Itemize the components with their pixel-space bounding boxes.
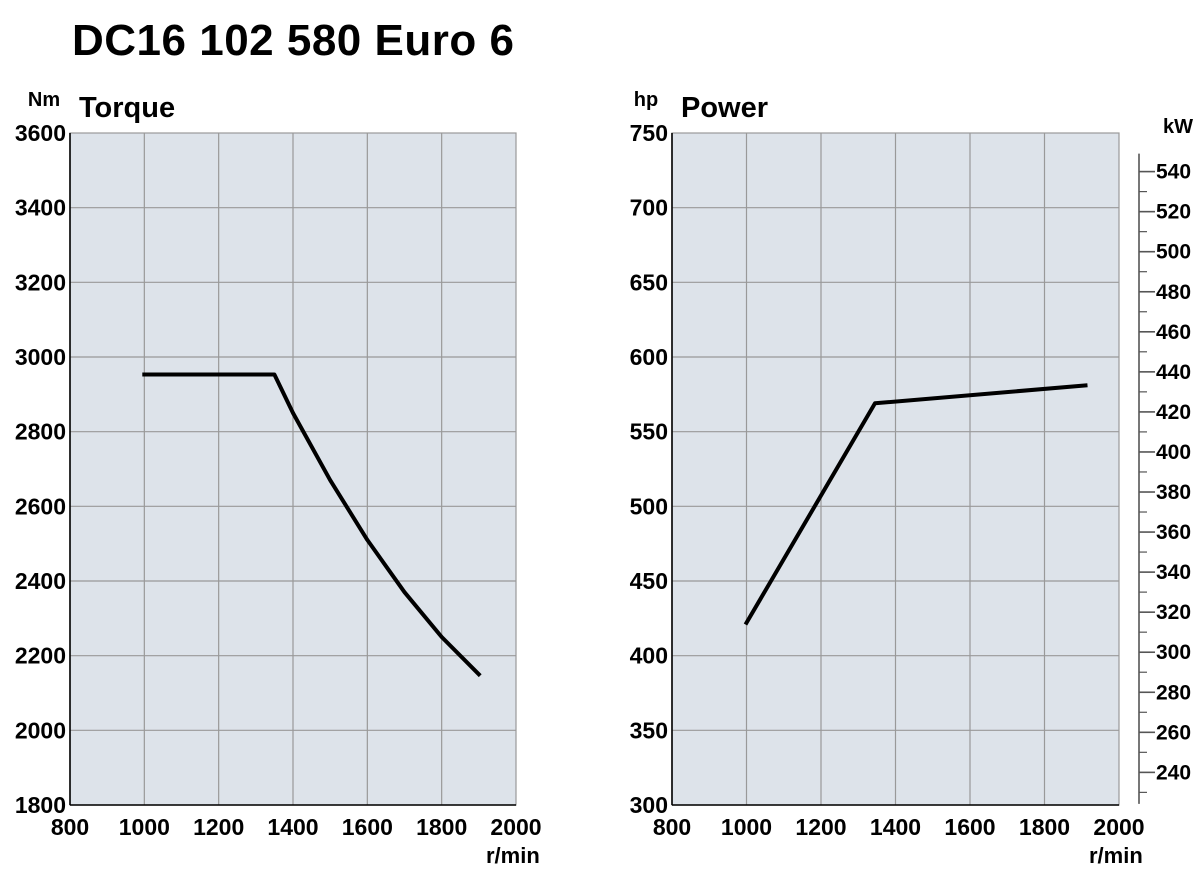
chart1-y-tick-label: 2400	[15, 568, 66, 594]
chart1-x-tick-label: 1600	[342, 814, 393, 840]
chart2-y2-tick-label: 360	[1156, 521, 1191, 544]
chart2-y-tick-label: 350	[630, 717, 668, 743]
chart2-y2-tick-label: 280	[1156, 681, 1191, 704]
chart2-x-tick-label: 1600	[944, 814, 995, 840]
chart2-y2-tick-label: 400	[1156, 441, 1191, 464]
chart1-y-tick-label: 2000	[15, 717, 66, 743]
chart2-y-tick-label: 750	[630, 120, 668, 146]
chart2-x-tick-label: 1000	[721, 814, 772, 840]
chart1-y-tick-label: 3600	[15, 120, 66, 146]
chart1-y-tick-label: 1800	[15, 792, 66, 818]
chart1-y-tick-label: 3200	[15, 269, 66, 295]
chart2-title: Power	[681, 92, 768, 124]
chart2-series-line-1	[743, 383, 1088, 626]
chart1-y-tick-label: 2600	[15, 493, 66, 519]
chart1-x-tick-label: 1800	[416, 814, 467, 840]
chart2-y-tick-label: 300	[630, 792, 668, 818]
chart1-title: Torque	[79, 92, 175, 124]
chart2-y2-tick-label: 540	[1156, 161, 1191, 184]
chart2-x-tick-label: 2000	[1093, 814, 1144, 840]
chart2-y2-tick-label: 480	[1156, 281, 1191, 304]
page-title: DC16 102 580 Euro 6	[72, 16, 515, 65]
chart1-series-line-1	[142, 372, 482, 678]
chart2-y2-tick-label: 500	[1156, 241, 1191, 264]
chart2-x-tick-label: 1400	[870, 814, 921, 840]
chart2-y-tick-label: 550	[630, 419, 668, 445]
chart2-y2-axis-label: kW	[1163, 116, 1193, 138]
chart2-y2-tick-label: 240	[1156, 761, 1191, 784]
chart2-y2-tick-label: 380	[1156, 481, 1191, 504]
chart1-y-tick-label: 2200	[15, 643, 66, 669]
chart2-y-tick-label: 700	[630, 195, 668, 221]
chart1-y-tick-label: 2800	[15, 419, 66, 445]
chart2-y-tick-label: 600	[630, 344, 668, 370]
chart1-x-tick-label: 1200	[193, 814, 244, 840]
chart2-y2-tick-label: 440	[1156, 361, 1191, 384]
chart1-x-tick-label: 2000	[490, 814, 541, 840]
chart1-y-tick-label: 3400	[15, 195, 66, 221]
chart1-x-tick-label: 1000	[119, 814, 170, 840]
chart2-x-tick-label: 1800	[1019, 814, 1070, 840]
chart2-y2-tick-label: 460	[1156, 321, 1191, 344]
chart2-y2-tick-label: 520	[1156, 201, 1191, 224]
chart2-y-tick-label: 650	[630, 269, 668, 295]
chart2-y-tick-label: 450	[630, 568, 668, 594]
chart2-y2-tick-label: 300	[1156, 641, 1191, 664]
chart1-y-tick-label: 3000	[15, 344, 66, 370]
chart2-x-axis-label: r/min	[1089, 843, 1143, 868]
chart1-x-axis-label: r/min	[486, 843, 540, 868]
chart2-y2-tick-label: 340	[1156, 561, 1191, 584]
chart2-y-tick-label: 400	[630, 643, 668, 669]
chart2-y2-tick-label: 320	[1156, 601, 1191, 624]
chart2-y2-tick-label: 260	[1156, 721, 1191, 744]
chart2-x-tick-label: 1200	[795, 814, 846, 840]
chart2-x-tick-label: 800	[653, 814, 691, 840]
chart2-y-axis-label: hp	[634, 89, 658, 111]
chart2-y-tick-label: 500	[630, 493, 668, 519]
chart1-x-tick-label: 800	[51, 814, 89, 840]
chart2-y2-tick-label: 420	[1156, 401, 1191, 424]
chart1-x-tick-label: 1400	[267, 814, 318, 840]
chart1-y-axis-label: Nm	[28, 89, 60, 111]
